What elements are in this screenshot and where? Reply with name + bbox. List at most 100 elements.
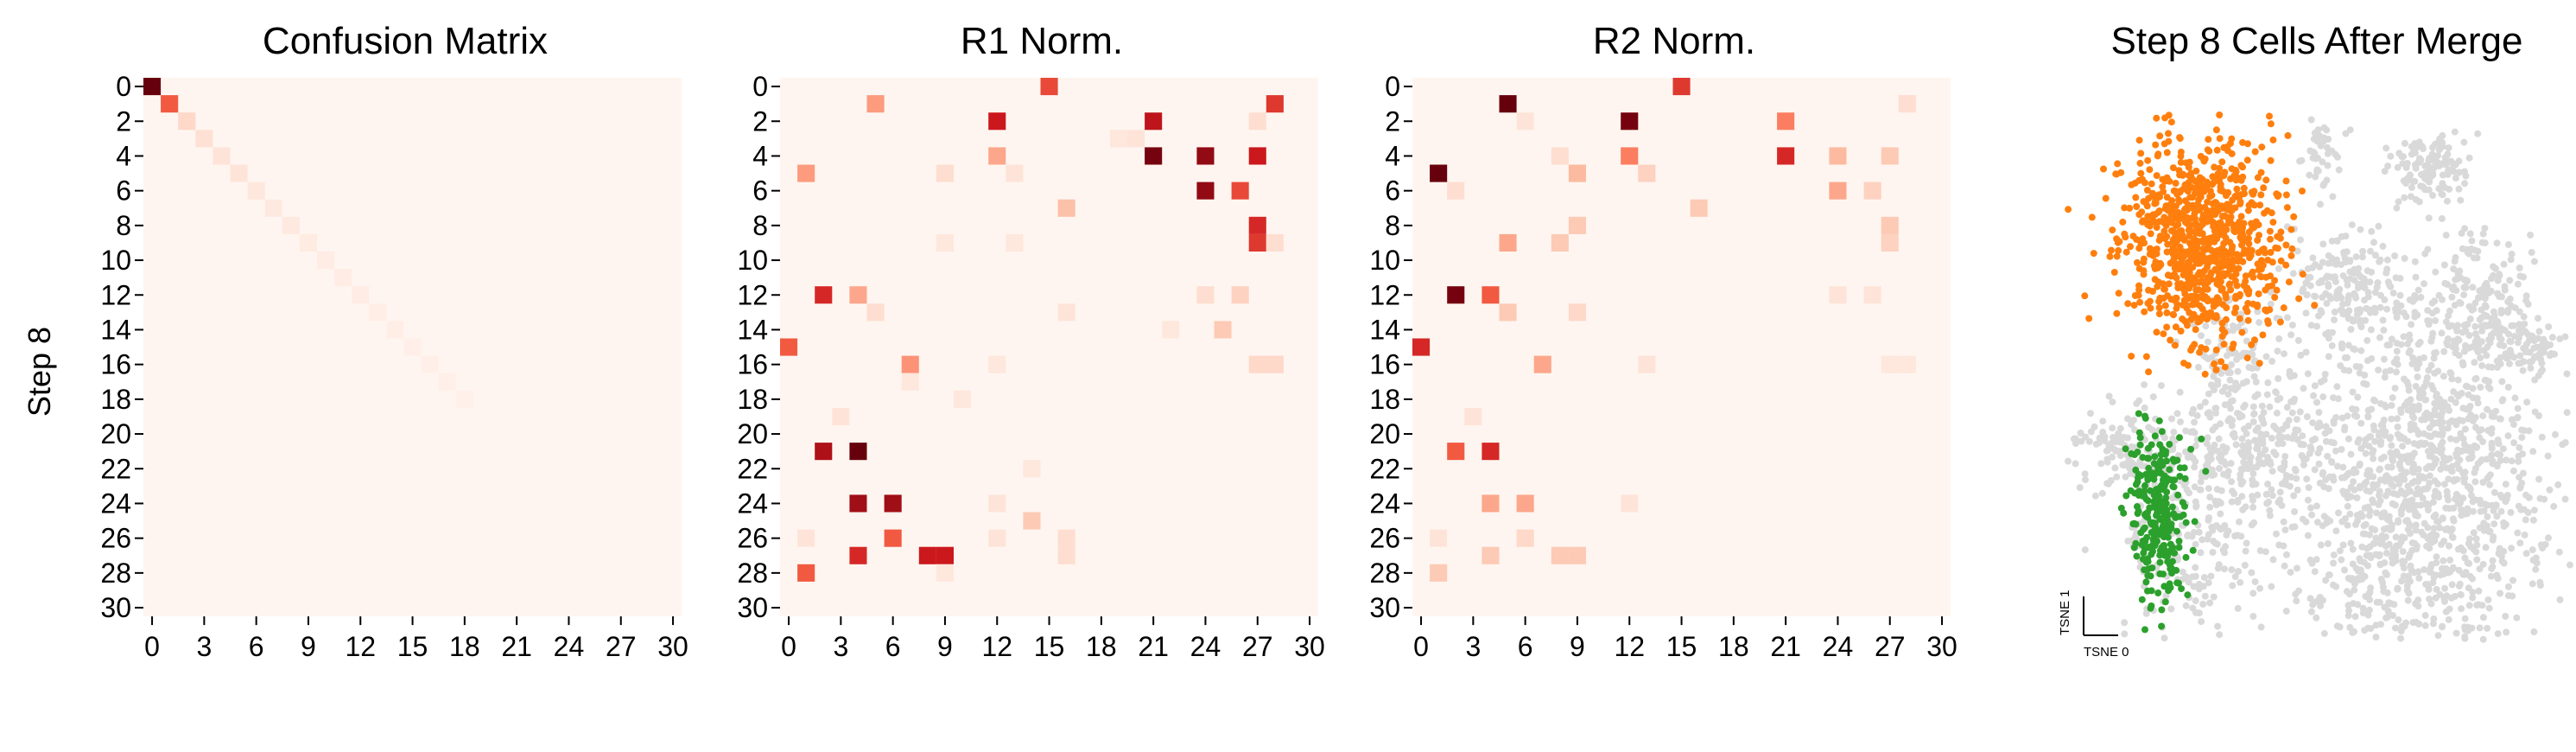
scatter-point bbox=[2175, 215, 2183, 223]
scatter-point bbox=[2242, 547, 2249, 555]
scatter-point bbox=[2393, 314, 2401, 322]
scatter-point bbox=[2216, 631, 2224, 639]
heatmap-cell bbox=[780, 338, 798, 356]
scatter-point bbox=[2407, 577, 2414, 585]
heatmap-cell bbox=[1057, 303, 1075, 322]
scatter-point bbox=[2446, 369, 2454, 376]
scatter-point bbox=[2166, 561, 2173, 569]
scatter-point bbox=[2193, 243, 2201, 251]
scatter-point bbox=[2319, 258, 2326, 266]
scatter-point bbox=[2379, 242, 2387, 250]
panel-title: Step 8 Cells After Merge bbox=[2111, 20, 2523, 62]
scatter-point bbox=[2494, 450, 2502, 458]
scatter-point bbox=[2193, 252, 2201, 259]
scatter-point bbox=[2220, 239, 2228, 247]
scatter-point bbox=[2487, 287, 2495, 295]
scatter-point bbox=[2311, 466, 2319, 474]
scatter-point bbox=[2395, 460, 2403, 468]
scatter-point bbox=[2313, 168, 2321, 175]
scatter-point bbox=[2346, 258, 2354, 265]
scatter-point bbox=[2504, 309, 2512, 316]
scatter-point bbox=[2153, 224, 2160, 231]
heatmap-cell bbox=[1621, 112, 1639, 131]
scatter-point bbox=[2532, 554, 2540, 562]
scatter-point bbox=[2221, 565, 2228, 573]
scatter-point bbox=[2404, 340, 2412, 347]
scatter-point bbox=[2172, 341, 2179, 349]
scatter-point bbox=[2465, 332, 2473, 339]
scatter-point bbox=[2168, 415, 2175, 423]
scatter-point bbox=[2248, 569, 2256, 577]
y-tick-label: 10 bbox=[100, 245, 131, 276]
scatter-point bbox=[2242, 272, 2249, 280]
heatmap-cell bbox=[1516, 494, 1534, 513]
heatmap-cell bbox=[988, 112, 1006, 131]
scatter-point bbox=[2235, 264, 2243, 272]
scatter-point bbox=[2204, 535, 2211, 543]
scatter-point bbox=[2268, 358, 2276, 365]
scatter-point bbox=[2324, 150, 2332, 157]
scatter-point bbox=[2445, 496, 2452, 504]
scatter-point bbox=[2465, 584, 2472, 592]
scatter-point bbox=[2205, 458, 2212, 466]
scatter-point bbox=[2435, 291, 2443, 299]
scatter-point bbox=[2284, 131, 2292, 139]
scatter-point bbox=[2222, 315, 2230, 323]
scatter-point bbox=[2522, 292, 2530, 300]
scatter-point bbox=[2275, 335, 2283, 342]
scatter-point bbox=[2437, 465, 2445, 473]
scatter-point bbox=[2455, 157, 2463, 165]
scatter-point bbox=[2444, 335, 2452, 342]
scatter-point bbox=[2518, 426, 2526, 434]
scatter-point bbox=[2401, 139, 2408, 147]
scatter-point bbox=[2295, 295, 2303, 303]
scatter-point bbox=[2262, 353, 2270, 360]
heatmap-cell bbox=[455, 390, 473, 408]
scatter-point bbox=[2153, 328, 2160, 336]
scatter-point bbox=[2076, 484, 2084, 492]
scatter-point bbox=[2192, 503, 2200, 511]
scatter-point bbox=[2274, 347, 2281, 355]
scatter-point bbox=[2435, 419, 2443, 427]
scatter-point bbox=[2445, 167, 2452, 175]
scatter-point bbox=[2351, 586, 2358, 594]
x-tick-label: 6 bbox=[249, 631, 264, 662]
scatter-point bbox=[2383, 256, 2391, 264]
scatter-point bbox=[2321, 371, 2329, 378]
scatter-point bbox=[2528, 546, 2536, 554]
scatter-point bbox=[2130, 302, 2138, 309]
scatter-point bbox=[2309, 148, 2317, 156]
y-tick-label: 12 bbox=[100, 279, 131, 310]
x-tick-label: 0 bbox=[781, 631, 796, 662]
scatter-point bbox=[2081, 546, 2089, 554]
scatter-point bbox=[2419, 473, 2427, 481]
scatter-point bbox=[2471, 322, 2479, 330]
scatter-point bbox=[2430, 615, 2438, 623]
scatter-point bbox=[2520, 313, 2528, 321]
scatter-point bbox=[2221, 448, 2229, 456]
heatmap-cell bbox=[866, 95, 885, 113]
scatter-point bbox=[2214, 220, 2221, 227]
scatter-point bbox=[2488, 410, 2496, 417]
scatter-point bbox=[2266, 403, 2274, 411]
tsne-scatter-panel: Step 8 Cells After Merge TSNE 1 TSNE 0 bbox=[2058, 20, 2573, 660]
scatter-point bbox=[2317, 201, 2324, 208]
scatter-point bbox=[2482, 303, 2490, 310]
scatter-point bbox=[2226, 369, 2234, 377]
scatter-point bbox=[2155, 310, 2163, 318]
scatter-point bbox=[2367, 326, 2375, 334]
scatter-point bbox=[2361, 372, 2369, 379]
scatter-point bbox=[2474, 130, 2482, 137]
scatter-point bbox=[2455, 417, 2463, 424]
scatter-point bbox=[2545, 534, 2552, 542]
scatter-point bbox=[2266, 512, 2274, 519]
scatter-point bbox=[2384, 163, 2392, 170]
scatter-point bbox=[2124, 537, 2132, 545]
scatter-point bbox=[2189, 546, 2197, 554]
y-tick-label: 22 bbox=[737, 453, 768, 484]
scatter-point bbox=[2364, 624, 2372, 632]
heatmap-cell bbox=[1568, 164, 1586, 182]
scatter-point bbox=[2382, 473, 2389, 481]
scatter-point bbox=[2171, 476, 2179, 484]
scatter-point bbox=[2354, 517, 2362, 525]
